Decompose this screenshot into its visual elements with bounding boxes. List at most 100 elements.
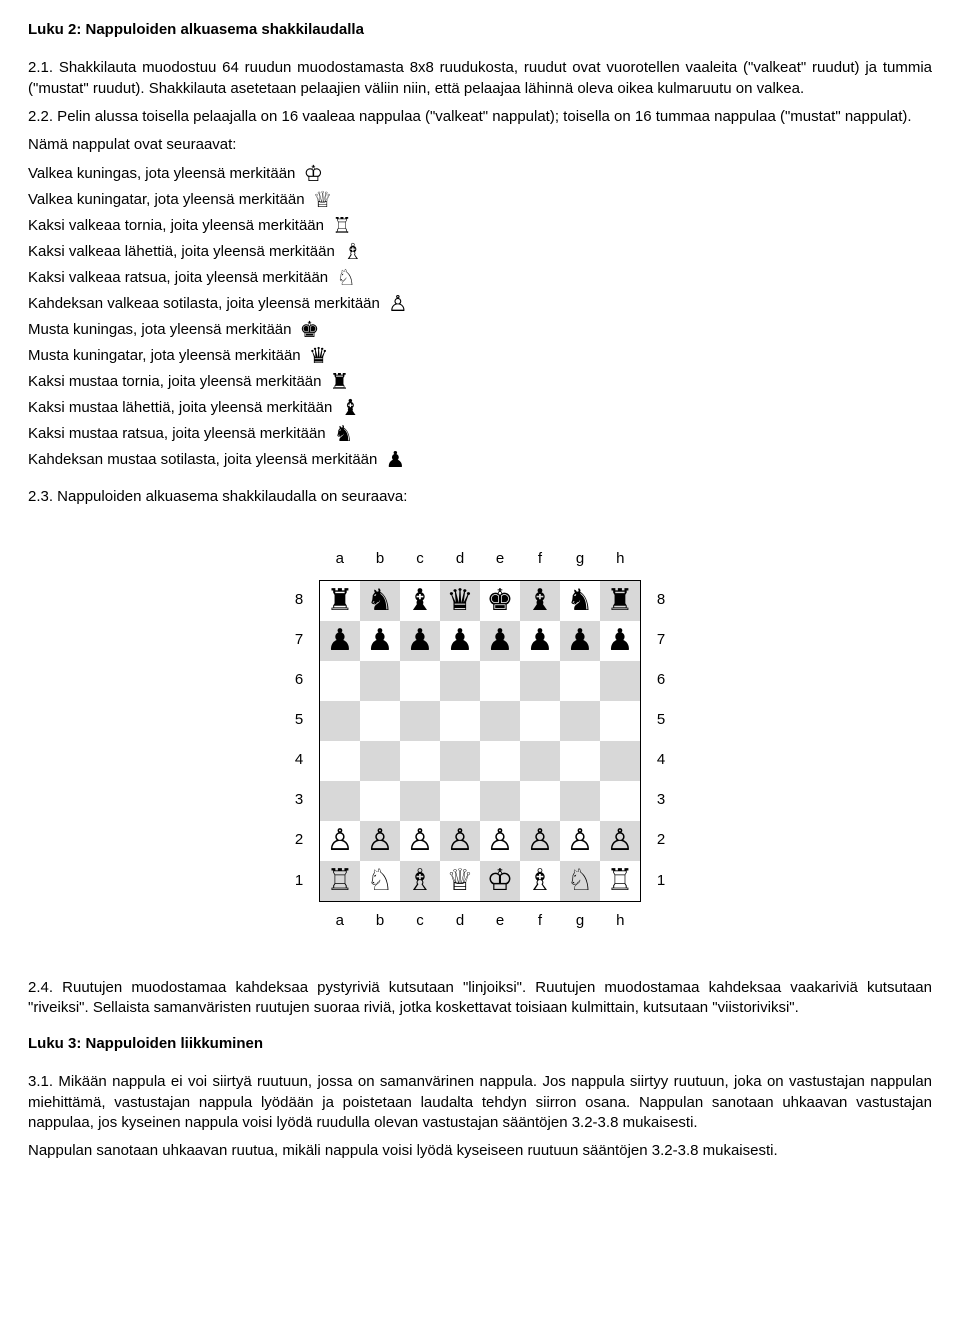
board-square: ♛	[440, 580, 480, 621]
para-3-1b: Nappulan sanotaan uhkaavan ruutua, mikäl…	[28, 1141, 932, 1161]
board-square	[600, 741, 641, 781]
chapter-2-heading: Luku 2: Nappuloiden alkuasema shakkilaud…	[28, 20, 932, 40]
board-coord	[641, 901, 682, 942]
piece-label: Kaksi valkeaa ratsua, joita yleensä merk…	[28, 268, 328, 288]
piece-glyph-icon: ♕	[311, 189, 335, 211]
para-2-4: 2.4. Ruutujen muodostamaa kahdeksaa pyst…	[28, 978, 932, 1019]
board-square: ♙	[600, 821, 641, 861]
board-coord: 3	[641, 781, 682, 821]
board-square: ♟	[320, 621, 361, 661]
board-square: ♙	[320, 821, 361, 861]
board-coord: 5	[279, 701, 320, 741]
piece-line: Kaksi valkeaa lähettiä, joita yleensä me…	[28, 241, 932, 263]
chapter-3-heading: Luku 3: Nappuloiden liikkuminen	[28, 1034, 932, 1054]
piece-label: Kaksi mustaa tornia, joita yleensä merki…	[28, 372, 321, 392]
para-2-2-intro: Nämä nappulat ovat seuraavat:	[28, 135, 932, 155]
board-square	[560, 701, 600, 741]
board-square	[440, 741, 480, 781]
board-square: ♙	[440, 821, 480, 861]
board-square	[360, 701, 400, 741]
para-2-2: 2.2. Pelin alussa toisella pelaajalla on…	[28, 107, 932, 127]
board-coord: a	[320, 540, 361, 581]
board-square	[320, 741, 361, 781]
board-coord: 2	[279, 821, 320, 861]
board-square: ♖	[320, 861, 361, 902]
board-square	[480, 741, 520, 781]
board-square: ♚	[480, 580, 520, 621]
board-square: ♟	[360, 621, 400, 661]
board-coord: h	[600, 901, 641, 942]
board-square: ♖	[600, 861, 641, 902]
board-coord: 1	[641, 861, 682, 902]
board-square	[400, 781, 440, 821]
chessboard-diagram: abcdefgh8♜♞♝♛♚♝♞♜87♟♟♟♟♟♟♟♟7665544332♙♙♙…	[28, 540, 932, 942]
board-coord: 8	[279, 580, 320, 621]
piece-label: Musta kuningatar, jota yleensä merkitään	[28, 346, 301, 366]
board-coord: d	[440, 901, 480, 942]
piece-glyph-icon: ♝	[338, 397, 362, 419]
piece-line: Valkea kuningas, jota yleensä merkitään♔	[28, 163, 932, 185]
board-coord: e	[480, 540, 520, 581]
board-square: ♙	[360, 821, 400, 861]
board-coord	[279, 901, 320, 942]
piece-label: Kaksi valkeaa tornia, joita yleensä merk…	[28, 216, 324, 236]
piece-line: Kaksi valkeaa tornia, joita yleensä merk…	[28, 215, 932, 237]
board-coord: 4	[641, 741, 682, 781]
board-coord: 8	[641, 580, 682, 621]
board-square	[400, 701, 440, 741]
piece-line: Kaksi valkeaa ratsua, joita yleensä merk…	[28, 267, 932, 289]
board-square	[560, 781, 600, 821]
board-coord: 6	[641, 661, 682, 701]
board-coord: b	[360, 901, 400, 942]
piece-line: Kahdeksan mustaa sotilasta, joita yleens…	[28, 449, 932, 471]
piece-line: Musta kuningatar, jota yleensä merkitään…	[28, 345, 932, 367]
para-2-1: 2.1. Shakkilauta muodostuu 64 ruudun muo…	[28, 58, 932, 99]
board-coord: 7	[279, 621, 320, 661]
piece-label: Kahdeksan mustaa sotilasta, joita yleens…	[28, 450, 377, 470]
board-square: ♜	[320, 580, 361, 621]
board-square	[320, 781, 361, 821]
board-square	[400, 661, 440, 701]
board-square: ♗	[400, 861, 440, 902]
board-square: ♟	[440, 621, 480, 661]
board-square	[360, 781, 400, 821]
board-square	[440, 781, 480, 821]
board-coord: 6	[279, 661, 320, 701]
board-coord: 4	[279, 741, 320, 781]
board-square: ♝	[520, 580, 560, 621]
board-coord: g	[560, 901, 600, 942]
board-square	[520, 661, 560, 701]
board-square	[320, 701, 361, 741]
board-square: ♟	[560, 621, 600, 661]
piece-line: Musta kuningas, jota yleensä merkitään♚	[28, 319, 932, 341]
piece-label: Kahdeksan valkeaa sotilasta, joita yleen…	[28, 294, 380, 314]
board-square	[520, 781, 560, 821]
piece-line: Kaksi mustaa lähettiä, joita yleensä mer…	[28, 397, 932, 419]
board-square: ♜	[600, 580, 641, 621]
board-square	[600, 701, 641, 741]
board-square: ♘	[560, 861, 600, 902]
board-square	[520, 741, 560, 781]
piece-glyph-icon: ♚	[297, 319, 321, 341]
board-coord	[641, 540, 682, 581]
board-square: ♗	[520, 861, 560, 902]
board-coord: 2	[641, 821, 682, 861]
board-square: ♘	[360, 861, 400, 902]
piece-glyph-icon: ♗	[341, 241, 365, 263]
chessboard-table: abcdefgh8♜♞♝♛♚♝♞♜87♟♟♟♟♟♟♟♟7665544332♙♙♙…	[279, 540, 681, 942]
board-coord: f	[520, 901, 560, 942]
board-square: ♟	[600, 621, 641, 661]
piece-glyph-icon: ♟	[383, 449, 407, 471]
board-coord: c	[400, 540, 440, 581]
board-square: ♙	[560, 821, 600, 861]
board-square: ♝	[400, 580, 440, 621]
board-square	[440, 701, 480, 741]
piece-glyph-icon: ♔	[301, 163, 325, 185]
piece-line: Kaksi mustaa ratsua, joita yleensä merki…	[28, 423, 932, 445]
piece-label: Kaksi mustaa lähettiä, joita yleensä mer…	[28, 398, 332, 418]
board-square	[480, 661, 520, 701]
board-coord: b	[360, 540, 400, 581]
board-square: ♙	[520, 821, 560, 861]
board-square	[520, 701, 560, 741]
board-square: ♞	[560, 580, 600, 621]
